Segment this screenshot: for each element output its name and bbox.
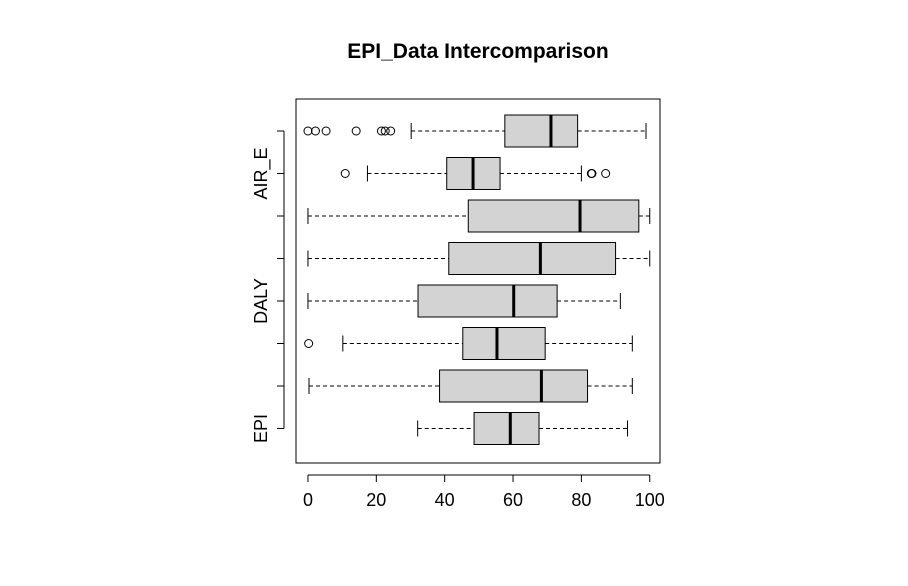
chart-title: EPI_Data Intercomparison — [347, 40, 608, 63]
box-2 — [304, 327, 633, 360]
outlier-point — [321, 126, 331, 136]
iqr-box — [417, 284, 558, 318]
outlier-point — [340, 169, 350, 178]
box-1 — [308, 369, 633, 403]
x-tick-label: 80 — [571, 490, 591, 510]
outlier-point — [310, 126, 320, 136]
iqr-box — [462, 327, 546, 360]
x-tick-label: 0 — [303, 490, 313, 510]
box-4 — [307, 242, 651, 275]
outlier-point — [386, 126, 396, 136]
x-tick-label: 40 — [435, 490, 455, 510]
y-category-label: EPI — [251, 414, 271, 443]
box-7 — [303, 114, 647, 148]
x-axis: 0 20 40 60 80 100 — [303, 474, 665, 510]
box-5 — [307, 199, 651, 233]
iqr-box — [504, 114, 579, 148]
outlier-point — [601, 169, 611, 178]
y-category-label: AIR_E — [251, 147, 272, 199]
outlier-point — [304, 339, 314, 348]
outlier-point — [376, 126, 386, 136]
y-category-label: DALY — [251, 278, 271, 324]
iqr-box — [467, 199, 640, 233]
x-tick-label: 100 — [635, 490, 665, 510]
outlier-point — [587, 169, 597, 178]
plot-frame — [295, 98, 661, 464]
iqr-box — [473, 412, 540, 445]
iqr-box — [439, 369, 589, 403]
outlier-point — [380, 126, 390, 136]
boxes — [303, 114, 651, 445]
x-tick-label: 60 — [503, 490, 523, 510]
outlier-point — [303, 126, 313, 136]
iqr-box — [448, 242, 617, 275]
box-3 — [307, 284, 621, 318]
outlier-point — [351, 126, 361, 136]
box-0 — [417, 412, 629, 445]
x-tick-label: 20 — [366, 490, 386, 510]
box-6 — [340, 157, 611, 190]
y-axis: EPI DALY AIR_E — [251, 130, 285, 443]
